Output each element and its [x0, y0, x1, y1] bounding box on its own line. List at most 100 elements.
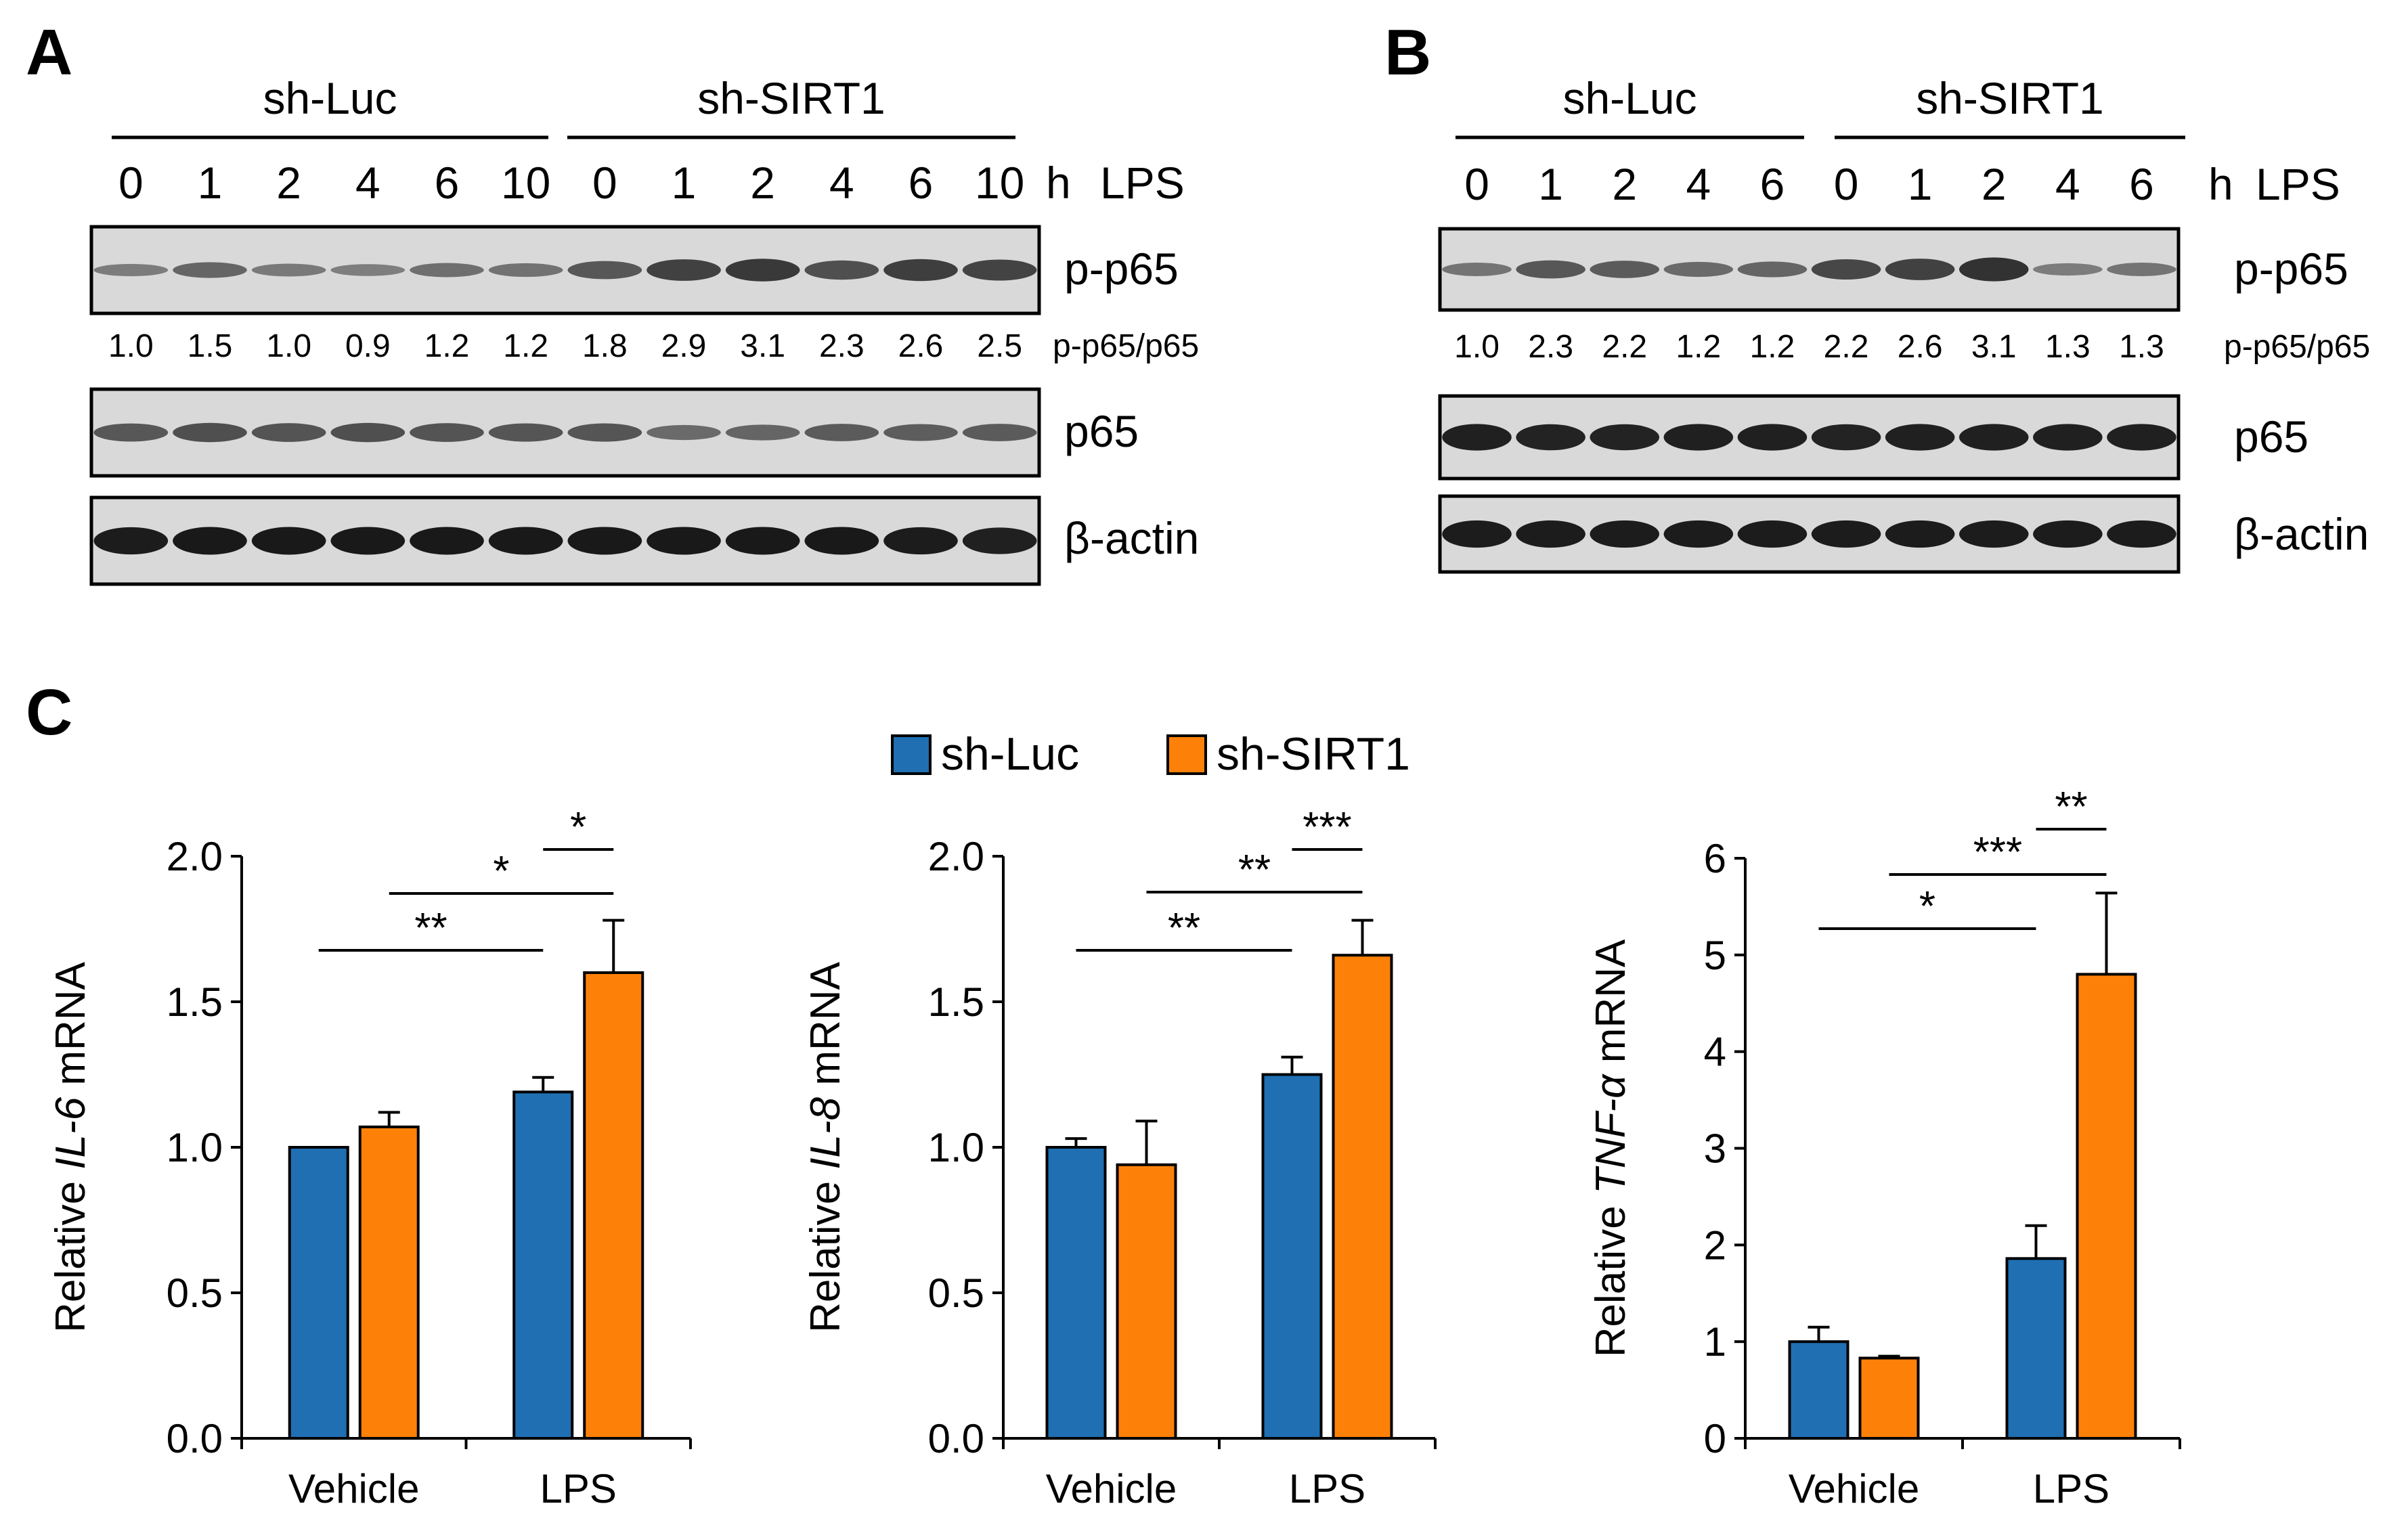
ratio-value: 2.6	[898, 328, 944, 364]
blot-band	[173, 527, 247, 555]
y-axis-title-suffix: mRNA	[802, 961, 849, 1097]
treatment-label: LPS	[1100, 158, 1185, 208]
blot-label: p-p65	[1064, 244, 1179, 294]
lane-label: 6	[1760, 159, 1785, 209]
blot-band	[1958, 257, 2029, 282]
y-tick-label: 0	[1704, 1416, 1726, 1461]
y-tick-label: 6	[1704, 836, 1726, 881]
blot-band	[2033, 520, 2103, 548]
blot-band	[251, 263, 326, 277]
blot-band	[1737, 261, 1808, 278]
bar	[512, 1090, 574, 1440]
bar	[288, 1146, 349, 1440]
ratio-value: 1.2	[503, 328, 548, 364]
bar	[2076, 973, 2137, 1440]
blot-label: β-actin	[1064, 513, 1199, 563]
blot-band	[962, 527, 1037, 554]
blot-band	[647, 259, 721, 281]
y-axis-title-gene: IL-8	[802, 1097, 849, 1169]
y-axis-title-prefix: Relative	[1588, 1194, 1634, 1357]
ratio-value: 1.0	[108, 328, 154, 364]
lane-label: 0	[118, 158, 144, 208]
lane-label: 0	[1464, 159, 1489, 209]
blot-band	[93, 527, 169, 555]
y-tick-label: 1.0	[167, 1125, 223, 1170]
blot-band	[1811, 424, 1881, 451]
blot-band	[251, 423, 326, 442]
blot-band	[1885, 520, 1955, 548]
y-axis-title-gene: TNF-α	[1588, 1074, 1634, 1194]
bar	[1261, 1073, 1323, 1440]
panel-letter: B	[1384, 16, 1431, 89]
blot-p65: p65	[89, 387, 1139, 478]
bar	[2005, 1257, 2067, 1440]
y-tick-label: 2.0	[928, 834, 984, 879]
ratio-value: 3.1	[1971, 329, 2017, 365]
lane-label: 1	[1908, 159, 1933, 209]
group-label: sh-SIRT1	[1916, 73, 2104, 123]
blot-band	[488, 423, 563, 442]
x-tick-label: Vehicle	[1789, 1466, 1919, 1511]
blot-band	[725, 424, 800, 441]
significance-label: **	[1238, 847, 1271, 893]
bar	[1045, 1146, 1107, 1440]
blot-band	[567, 423, 642, 442]
blot-band	[1590, 424, 1660, 451]
blot-band	[647, 527, 721, 555]
y-axis-title-gene: IL-6	[47, 1097, 94, 1169]
legend-swatch	[891, 734, 932, 775]
x-tick-label: LPS	[1289, 1466, 1365, 1511]
significance-label: **	[1168, 905, 1200, 952]
lane-label: 6	[435, 158, 460, 208]
blot-membrane	[89, 495, 1041, 586]
ratio-value: 2.2	[1824, 329, 1869, 365]
blot-band	[962, 259, 1037, 281]
lane-label: 1	[198, 158, 223, 208]
y-tick-label: 5	[1704, 933, 1726, 978]
blot-label: p65	[2234, 412, 2308, 462]
blot-band	[1590, 261, 1660, 278]
bar-chart-2: 0.0 0.5 1.0 1.5 2.0 Relative IL-8 mRNA Vehicle…	[802, 804, 1437, 1511]
x-tick-label: LPS	[540, 1466, 617, 1511]
y-axis-title-prefix: Relative	[802, 1170, 849, 1333]
blot-p-p65: p-p65	[1438, 227, 2348, 312]
blot--actin: β-actin	[1438, 494, 2369, 574]
blot-band	[93, 263, 169, 277]
blot-band	[725, 259, 800, 282]
lane-label: 4	[2055, 159, 2080, 209]
bar	[1332, 954, 1393, 1440]
significance-label: **	[414, 905, 447, 952]
blot-band	[1958, 520, 2029, 548]
blot-membrane	[89, 387, 1041, 478]
ratio-value: 2.3	[819, 328, 864, 364]
ratio-value: 1.0	[1454, 329, 1499, 365]
group-label: sh-Luc	[1562, 73, 1696, 123]
group-label: sh-SIRT1	[697, 73, 885, 123]
blot-band	[1516, 424, 1585, 451]
blot-band	[962, 424, 1037, 441]
ratio-value: 1.2	[1750, 329, 1795, 365]
lane-label: 2	[750, 158, 775, 208]
ratio-value: 1.2	[424, 328, 470, 364]
ratio-value: 1.8	[582, 328, 628, 364]
y-axis-title: Relative IL-8 mRNA	[802, 961, 849, 1332]
blot-band	[1663, 261, 1734, 278]
y-tick-label: 2.0	[167, 834, 223, 879]
ratio-value: 0.9	[345, 328, 391, 364]
ratio-value: 1.3	[2119, 329, 2164, 365]
lane-label: 4	[1686, 159, 1711, 209]
lane-label: 2	[1982, 159, 2007, 209]
blot-band	[1885, 259, 1955, 280]
y-tick-label: 0.5	[167, 1270, 223, 1316]
lane-label: 0	[592, 158, 617, 208]
y-axis-title: Relative IL-6 mRNA	[47, 961, 94, 1332]
ratio-value: 1.5	[188, 328, 233, 364]
blot-band	[1811, 259, 1881, 280]
blot-band	[883, 527, 958, 555]
blot-band	[1516, 260, 1585, 279]
y-tick-label: 0.0	[167, 1416, 223, 1461]
blot-band	[410, 423, 484, 442]
ratio-value: 3.1	[740, 328, 785, 364]
lane-label: 4	[829, 158, 854, 208]
